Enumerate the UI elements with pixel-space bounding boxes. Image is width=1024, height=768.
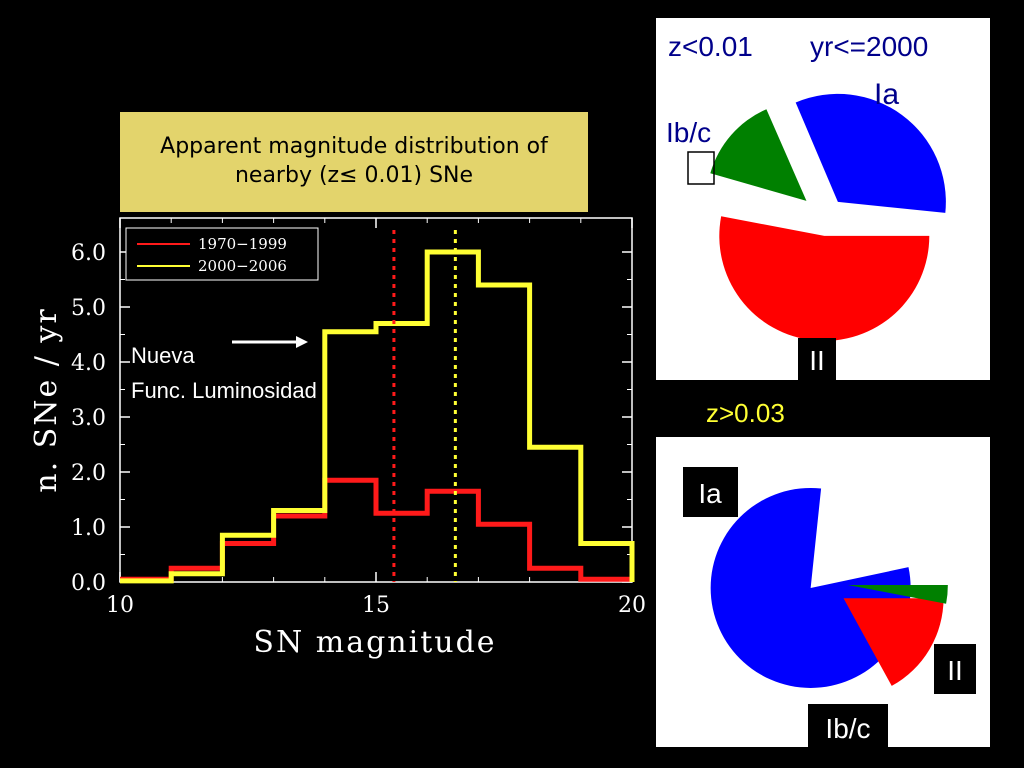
pie1-slice-ii [719, 216, 930, 341]
chart-title-box: Apparent magnitude distribution of nearb… [120, 112, 588, 212]
y-tick-label: 5.0 [71, 296, 106, 321]
pie2-label-ia-bg [683, 467, 738, 517]
legend-label-2000-2006: 2000−2006 [198, 257, 287, 275]
y-tick-label: 1.0 [71, 516, 106, 541]
annotation-line2: Func. Luminosidad [131, 378, 317, 403]
y-tick-label: 6.0 [71, 241, 106, 266]
arrow-head-icon [296, 336, 308, 348]
legend-box [125, 227, 319, 281]
pie2-label-ia: Ia [698, 478, 722, 509]
pie1-label-ibc: Ib/c [666, 117, 711, 148]
histogram-series-1970-1999 [120, 477, 635, 582]
pie1-slice-ibc [710, 109, 807, 201]
y-tick-label: 4.0 [71, 351, 106, 376]
histogram-series-2000-2006 [120, 249, 635, 584]
pie1-label-ii: II [809, 345, 825, 376]
pie1-yr-label: yr<=2000 [810, 31, 928, 62]
pie1-slice-ia [795, 93, 946, 213]
x-tick-label: 20 [618, 593, 646, 618]
x-axis-label: SN magnitude [253, 625, 496, 660]
pie2-label-ii-bg [934, 644, 976, 694]
x-tick-label: 15 [362, 593, 390, 618]
pie1-z-label: z<0.01 [668, 31, 753, 62]
pie-panel-nearby: z<0.01 yr<=2000 Ia Ib/c II [656, 18, 990, 380]
pie1-label-ia: Ia [874, 78, 899, 111]
y-tick-label: 3.0 [71, 406, 106, 431]
pie2-slice-ii [843, 598, 944, 686]
annotation-line1: Nueva [131, 343, 195, 368]
pie2-z-label: z>0.03 [706, 398, 785, 428]
pie2-label-ibc: Ib/c [825, 713, 870, 744]
pie2-slice-ia [710, 487, 911, 688]
placeholder-box-icon [687, 151, 715, 185]
pie-panel-distant: Ia II Ib/c [656, 437, 990, 747]
pie2-slice-ibc [847, 585, 948, 604]
chart-title-line2: nearby (z≤ 0.01) SNe [234, 163, 474, 188]
legend-label-1970-1999: 1970−1999 [198, 235, 287, 253]
pie2-label-ii: II [947, 655, 963, 686]
y-axis-label: n. SNe / yr [29, 307, 64, 492]
pie2-label-ibc-bg [808, 704, 888, 747]
x-tick-label: 10 [106, 593, 134, 618]
chart-title-line1: Apparent magnitude distribution of [160, 134, 548, 160]
y-tick-label: 2.0 [71, 461, 106, 486]
pie1-label-ii-bg [798, 338, 836, 380]
y-tick-label: 0.0 [71, 571, 106, 596]
